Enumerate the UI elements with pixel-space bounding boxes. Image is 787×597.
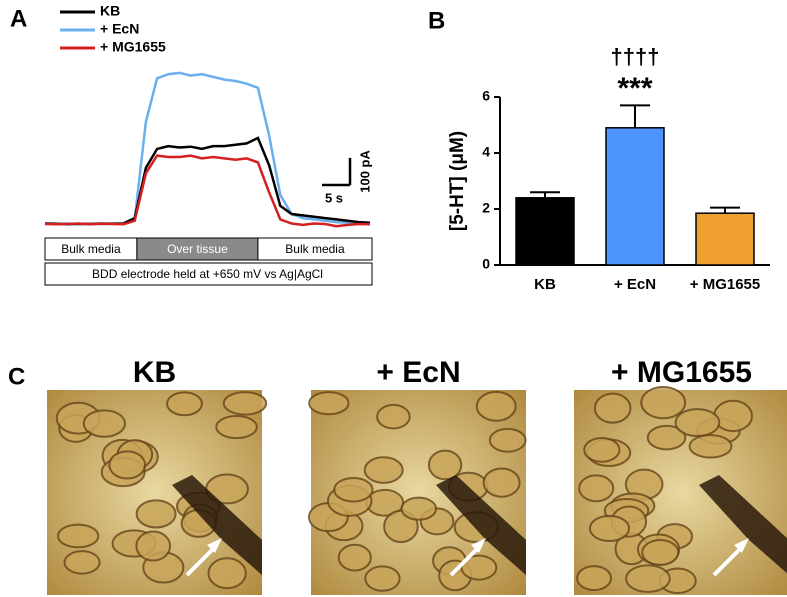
crypt	[482, 467, 521, 498]
crypt	[166, 391, 203, 417]
note-box	[44, 262, 373, 286]
crypt	[578, 474, 615, 503]
crypt	[337, 543, 372, 572]
crypt	[640, 385, 687, 420]
y-axis-label: [5-HT] (μM)	[447, 131, 468, 231]
arrow-head	[734, 538, 749, 553]
y-tick-label: 4	[482, 144, 490, 160]
scale-label: 5 s	[325, 190, 343, 205]
annotation: ***	[617, 72, 652, 105]
crypt	[376, 403, 411, 430]
legend-label: KB	[100, 3, 120, 19]
bar	[605, 127, 665, 266]
panel-label: A	[10, 5, 27, 32]
bar	[515, 197, 575, 266]
y-tick-label: 2	[482, 200, 490, 216]
crypt	[625, 564, 671, 593]
annotation: ††††	[611, 44, 660, 69]
x-tick-label: + MG1655	[690, 276, 760, 293]
note-text: BDD electrode held at +650 mV vs Ag|AgCl	[92, 267, 323, 281]
x-tick-label: + EcN	[614, 276, 656, 293]
crypt	[576, 565, 613, 592]
image-title: + MG1655	[611, 356, 752, 389]
image-title: + EcN	[376, 356, 460, 389]
crypt	[588, 514, 631, 543]
arrow-head	[471, 538, 486, 553]
crypt	[427, 449, 463, 481]
scale-label: 100 pA	[357, 150, 372, 193]
crypt	[646, 424, 687, 451]
electrode	[172, 475, 262, 575]
crypt	[63, 550, 101, 575]
legend-label: + EcN	[100, 21, 139, 37]
crypt	[56, 523, 100, 549]
crypt	[583, 437, 621, 463]
crypt	[222, 391, 268, 416]
crypt	[488, 427, 527, 453]
crypt	[82, 409, 127, 438]
crypt	[713, 399, 753, 433]
crypt	[363, 456, 404, 484]
crypt	[308, 391, 350, 416]
legend-label: + MG1655	[100, 39, 166, 55]
x-tick-label: KB	[534, 276, 556, 293]
segment-label: Bulk media	[285, 242, 345, 256]
crypt	[108, 450, 147, 480]
crypt	[207, 557, 247, 590]
crypt	[593, 392, 632, 424]
crypt	[674, 408, 721, 438]
segment-box	[257, 237, 373, 261]
image-title: KB	[133, 356, 176, 389]
crypt	[475, 390, 517, 422]
crypt	[641, 539, 680, 566]
crypt	[215, 415, 258, 440]
crypt	[460, 554, 498, 581]
crypt	[333, 477, 374, 503]
crypt	[364, 565, 401, 592]
bar	[695, 212, 755, 266]
crypt	[135, 499, 177, 529]
trace	[44, 136, 371, 226]
y-tick-label: 0	[482, 256, 490, 272]
segment-label: Over tissue	[167, 242, 228, 256]
electrode	[699, 475, 787, 574]
y-tick-label: 6	[482, 88, 490, 104]
crypt	[688, 434, 733, 459]
segment-label: Bulk media	[61, 242, 121, 256]
crypt	[135, 530, 172, 562]
electrode	[436, 475, 526, 575]
panel-label: C	[8, 363, 25, 390]
arrow-head	[207, 538, 222, 553]
crypt	[400, 496, 438, 521]
trace	[44, 154, 371, 228]
panel-label: B	[428, 7, 445, 34]
